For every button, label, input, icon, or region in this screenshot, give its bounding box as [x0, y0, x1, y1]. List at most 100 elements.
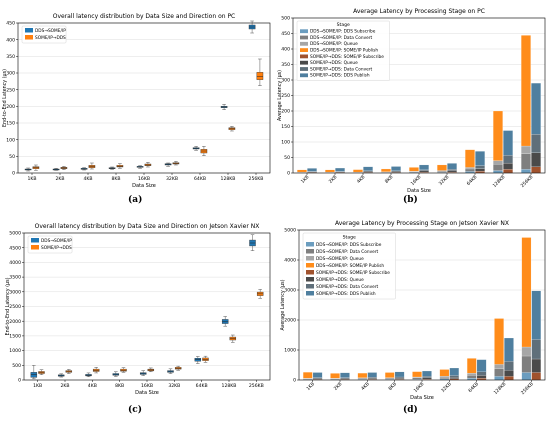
- bar-segment: [363, 167, 373, 171]
- bar-segment: [475, 169, 485, 171]
- y-tick-label: 0: [293, 378, 296, 384]
- bar-segment: [325, 170, 335, 172]
- bar-segment: [363, 171, 373, 172]
- y-axis-label: End-to-End Latency (µs): [5, 277, 11, 335]
- bar-segment: [395, 377, 404, 378]
- legend-label: SOME/IP→DDS: [35, 35, 66, 41]
- bar-segment: [391, 166, 401, 170]
- bar-segment: [503, 131, 513, 156]
- x-axis-label: Data Size: [135, 390, 159, 396]
- y-tick-label: 5000: [9, 231, 21, 237]
- bar-segment: [385, 378, 394, 379]
- x-tick-label: 16KB: [141, 383, 153, 389]
- y-tick-label: 2000: [9, 319, 21, 325]
- bar-segment: [422, 378, 431, 379]
- bar-segment: [532, 373, 541, 381]
- y-axis-label: End-to-End Latency (µs): [2, 69, 8, 127]
- x-tick-label: 8KB: [387, 381, 398, 392]
- legend-label: SOME/IP→DDS: Data Convert: [316, 284, 379, 290]
- bar-segment: [521, 169, 531, 173]
- legend-swatch: [306, 242, 314, 247]
- chart-title: Overall latency distribution by Data Siz…: [35, 223, 260, 230]
- y-tick-label: 1000: [284, 348, 296, 354]
- bar-segment: [303, 372, 312, 378]
- bar-segment: [504, 361, 513, 370]
- bar-segment: [358, 379, 367, 380]
- bar-segment: [521, 35, 531, 146]
- legend-swatch: [306, 284, 314, 289]
- bar-segment: [385, 378, 394, 379]
- legend-swatch: [306, 256, 314, 261]
- bar-segment: [465, 167, 475, 169]
- x-tick-label: 32KB: [168, 383, 180, 389]
- legend-swatch: [300, 67, 308, 71]
- bar-segment: [297, 170, 307, 172]
- bar-segment: [532, 340, 541, 360]
- bar-segment: [409, 167, 419, 171]
- x-tick-label: 2KB: [328, 174, 339, 185]
- bar-segment: [340, 373, 349, 378]
- bar-segment: [477, 372, 486, 376]
- y-axis-label: Average Latency (µs): [277, 70, 283, 121]
- bar-segment: [330, 373, 339, 378]
- legend-swatch: [306, 270, 314, 275]
- bar-segment: [422, 371, 431, 376]
- legend-swatch: [306, 249, 314, 254]
- bar-segment: [412, 377, 421, 378]
- y-tick-label: 3000: [9, 289, 21, 295]
- x-tick-label: 128KB: [221, 176, 236, 182]
- bar-segment: [493, 171, 503, 173]
- bar-segment: [313, 379, 322, 380]
- bar-segment: [531, 167, 541, 173]
- bar-segment: [531, 83, 541, 134]
- bar-segment: [504, 338, 513, 361]
- y-tick-label: 500: [281, 16, 290, 22]
- legend-swatch: [31, 245, 39, 250]
- bar-segment: [437, 171, 447, 172]
- legend-label: DDS→SOME/IP: Queue: [316, 256, 364, 262]
- bar-segment: [503, 155, 513, 163]
- y-tick-label: 1000: [9, 348, 21, 354]
- legend-label: DDS→SOME/IP: [41, 238, 72, 244]
- bar-segment: [494, 364, 503, 369]
- panel-label-c: (c): [128, 405, 142, 415]
- x-axis-label: Data Size: [410, 395, 434, 401]
- y-tick-label: 0: [12, 171, 15, 177]
- bar-segment: [450, 368, 459, 376]
- y-tick-label: 4500: [9, 245, 21, 251]
- y-tick-label: 350: [6, 54, 15, 60]
- legend-label: DDS→SOME/IP: Queue: [310, 41, 358, 47]
- bar-segment: [447, 171, 457, 173]
- bar-segment: [395, 372, 404, 377]
- box: [257, 72, 263, 79]
- x-tick-label: 256KB: [249, 383, 264, 389]
- panel-label-a: (a): [128, 195, 142, 205]
- x-tick-label: 32KB: [438, 174, 451, 187]
- y-tick-label: 4000: [9, 260, 21, 266]
- bar-segment: [465, 169, 475, 171]
- bar-segment: [521, 146, 531, 154]
- bar-segment: [477, 360, 486, 372]
- bar-segment: [531, 153, 541, 167]
- bar-segment: [440, 377, 449, 379]
- legend-label: DDS→SOME/IP: SOME/IP Publish: [316, 263, 384, 269]
- legend-label: DDS→SOME/IP: Data Convert: [310, 35, 373, 41]
- x-tick-label: 128KB: [222, 383, 237, 389]
- bar-segment: [450, 377, 459, 379]
- x-tick-label: 8KB: [111, 176, 120, 182]
- bar-segment: [493, 164, 503, 170]
- bar-segment: [307, 168, 317, 171]
- bar-segment: [447, 163, 457, 169]
- y-tick-label: 3000: [284, 288, 296, 294]
- bar-segment: [465, 150, 475, 168]
- bar-segment: [368, 378, 377, 379]
- bar-segment: [522, 356, 531, 373]
- x-tick-label: 64KB: [196, 383, 208, 389]
- bar-segment: [532, 359, 541, 373]
- legend-swatch: [300, 42, 308, 46]
- box: [222, 319, 228, 323]
- bar-segment: [412, 372, 421, 377]
